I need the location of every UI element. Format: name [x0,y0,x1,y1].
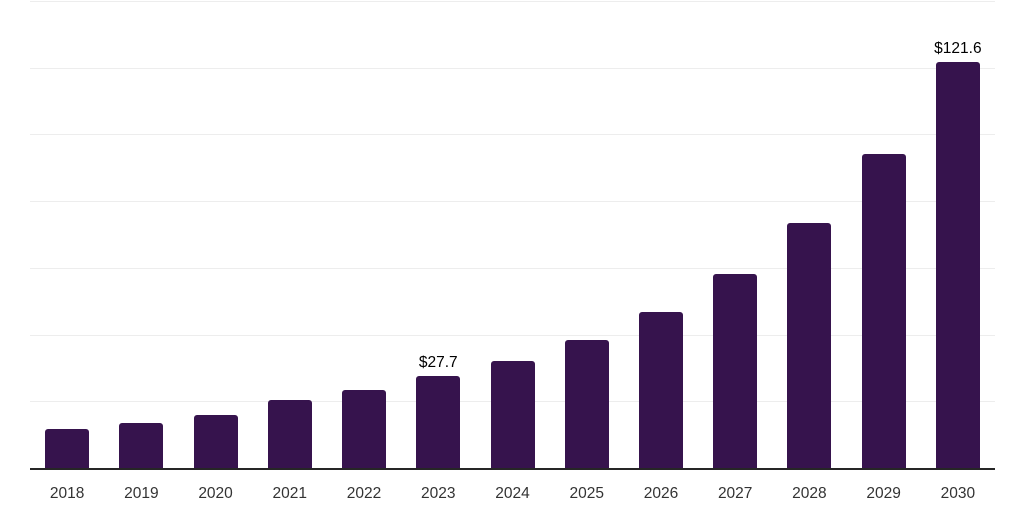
bar-2026 [638,311,683,469]
gridline [30,267,995,269]
gridline [30,134,995,136]
gridline [30,1,995,2]
bar-2030 [935,62,980,469]
data-label-2023: $27.7 [418,353,458,371]
bar-2020 [193,415,238,469]
x-axis-label-2022: 2022 [346,485,382,502]
x-axis-line [30,468,995,470]
bar-2029 [861,154,906,469]
bar-2021 [267,399,312,469]
bar-2018 [45,428,90,469]
x-axis-label-2020: 2020 [198,485,233,502]
bar-2022 [342,389,387,469]
bar-2019 [119,422,164,469]
bar-2027 [713,273,758,469]
x-axis-label-2019: 2019 [124,485,159,502]
x-axis-label-2030: 2030 [940,485,976,502]
x-axis-label-2026: 2026 [643,485,679,502]
x-axis-label-2018: 2018 [49,485,85,502]
x-axis-label-2023: 2023 [421,485,456,502]
bar-2024 [490,360,535,469]
x-axis-label-2021: 2021 [272,485,308,502]
gridline [30,201,995,203]
bar-2025 [564,339,609,469]
bar-2028 [787,223,832,469]
bar-2023 [416,375,461,469]
x-axis-label-2027: 2027 [717,485,753,502]
data-label-2030: $121.6 [934,40,982,58]
gridline [30,334,995,336]
x-axis-label-2025: 2025 [569,485,604,502]
x-axis-label-2028: 2028 [792,485,827,502]
x-axis-label-2024: 2024 [495,485,530,502]
x-axis-label-2029: 2029 [866,485,901,502]
gridline [30,67,995,69]
